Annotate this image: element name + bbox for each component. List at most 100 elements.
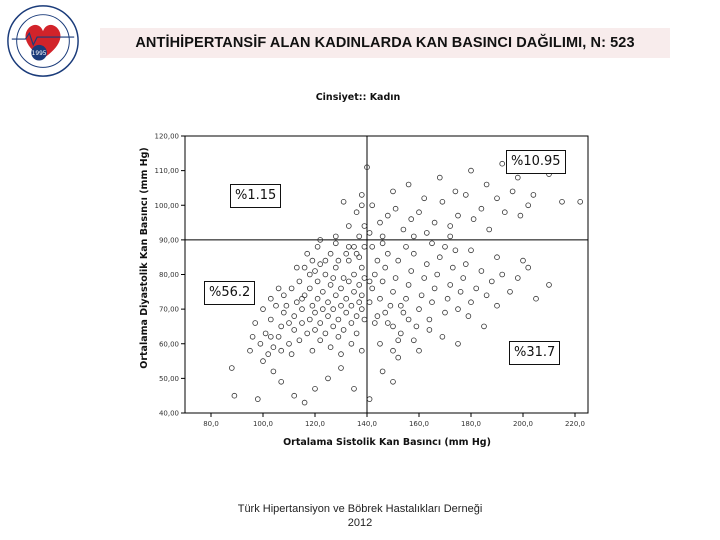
data-point <box>267 316 274 323</box>
data-point <box>426 316 433 323</box>
data-point <box>343 295 350 302</box>
data-point <box>356 254 363 261</box>
data-point <box>421 275 428 281</box>
data-point <box>397 302 404 309</box>
data-point <box>577 199 583 205</box>
data-point <box>384 212 391 219</box>
data-point <box>332 240 339 247</box>
data-point <box>473 285 480 292</box>
data-point <box>335 333 342 340</box>
data-point <box>483 292 490 299</box>
data-point <box>384 320 391 326</box>
data-point <box>481 323 487 330</box>
data-point <box>348 320 355 326</box>
data-point <box>400 226 407 233</box>
data-point <box>257 340 264 347</box>
data-point <box>317 337 324 344</box>
data-point <box>405 316 412 323</box>
data-point <box>499 160 506 167</box>
slide-title: ANTİHİPERTANSİF ALAN KADINLARDA KAN BASI… <box>135 35 635 51</box>
data-point <box>403 295 409 302</box>
data-point <box>426 327 433 333</box>
data-point <box>507 288 513 295</box>
data-point <box>332 264 339 271</box>
data-point <box>296 337 303 344</box>
data-point <box>400 309 407 316</box>
data-point <box>358 292 365 299</box>
footer: Türk Hipertansiyon ve Böbrek Hastalıklar… <box>200 502 520 530</box>
x-axis-ticks: 80,0 100,0 120,0 140,0 160,0 180,0 200,0 220,0 <box>203 413 585 428</box>
data-point <box>330 323 337 330</box>
data-point <box>377 340 383 347</box>
data-point <box>343 309 350 316</box>
plot-border <box>184 135 589 414</box>
data-point <box>452 188 459 195</box>
data-point <box>486 226 493 233</box>
data-point <box>390 288 396 295</box>
data-point <box>351 244 357 250</box>
data-point <box>397 330 404 337</box>
data-point <box>327 250 334 257</box>
data-point <box>410 337 417 344</box>
data-point <box>273 302 279 309</box>
data-point <box>468 247 474 254</box>
data-point <box>361 275 368 281</box>
data-point <box>499 271 506 278</box>
y-tick-label: 100,00 <box>155 202 180 210</box>
data-point <box>317 261 324 267</box>
data-point <box>546 282 552 288</box>
data-points <box>229 160 583 406</box>
data-point <box>299 320 305 326</box>
data-point <box>358 202 365 209</box>
data-point <box>395 337 402 344</box>
data-point <box>288 285 295 292</box>
data-point <box>361 244 368 250</box>
data-point <box>439 199 446 205</box>
x-tick-label: 160,0 <box>409 420 429 428</box>
data-point <box>410 250 417 257</box>
data-point <box>317 237 324 243</box>
quadrant-label-upper-left: %1.15 <box>230 184 282 208</box>
data-point <box>514 174 521 181</box>
data-point <box>395 354 402 361</box>
data-point <box>462 192 469 198</box>
data-point <box>293 264 300 271</box>
data-point <box>361 316 368 323</box>
data-point <box>330 306 337 312</box>
data-point <box>312 268 318 274</box>
x-axis-label: Ortalama Sistolik Kan Basıncı (mm Hg) <box>283 437 491 448</box>
data-point <box>361 223 368 229</box>
data-point <box>478 205 485 212</box>
data-point <box>291 327 298 333</box>
data-point <box>231 392 238 399</box>
y-tick-label: 80,00 <box>159 271 179 279</box>
data-point <box>353 250 360 257</box>
data-point <box>478 268 485 274</box>
x-tick-label: 100,0 <box>253 420 273 428</box>
x-tick-label: 120,0 <box>305 420 325 428</box>
data-point <box>265 351 272 357</box>
y-tick-label: 110,00 <box>155 167 180 175</box>
data-point <box>286 340 292 347</box>
data-point <box>278 347 285 354</box>
data-point <box>392 275 399 281</box>
data-point <box>452 247 459 254</box>
data-point <box>395 257 402 264</box>
x-tick-label: 140,0 <box>357 420 377 428</box>
data-point <box>366 278 373 285</box>
data-point <box>325 375 331 382</box>
data-point <box>468 299 474 306</box>
y-tick-label: 90,00 <box>159 236 179 244</box>
data-point <box>410 233 417 240</box>
data-point <box>322 330 329 337</box>
data-point <box>275 333 282 340</box>
data-point <box>262 330 269 337</box>
data-point <box>457 288 464 295</box>
data-point <box>444 295 451 302</box>
data-point <box>254 396 261 402</box>
data-point <box>353 209 360 216</box>
data-point <box>416 306 422 312</box>
x-tick-label: 180,0 <box>461 420 481 428</box>
data-point <box>423 261 430 267</box>
data-point <box>408 268 415 274</box>
